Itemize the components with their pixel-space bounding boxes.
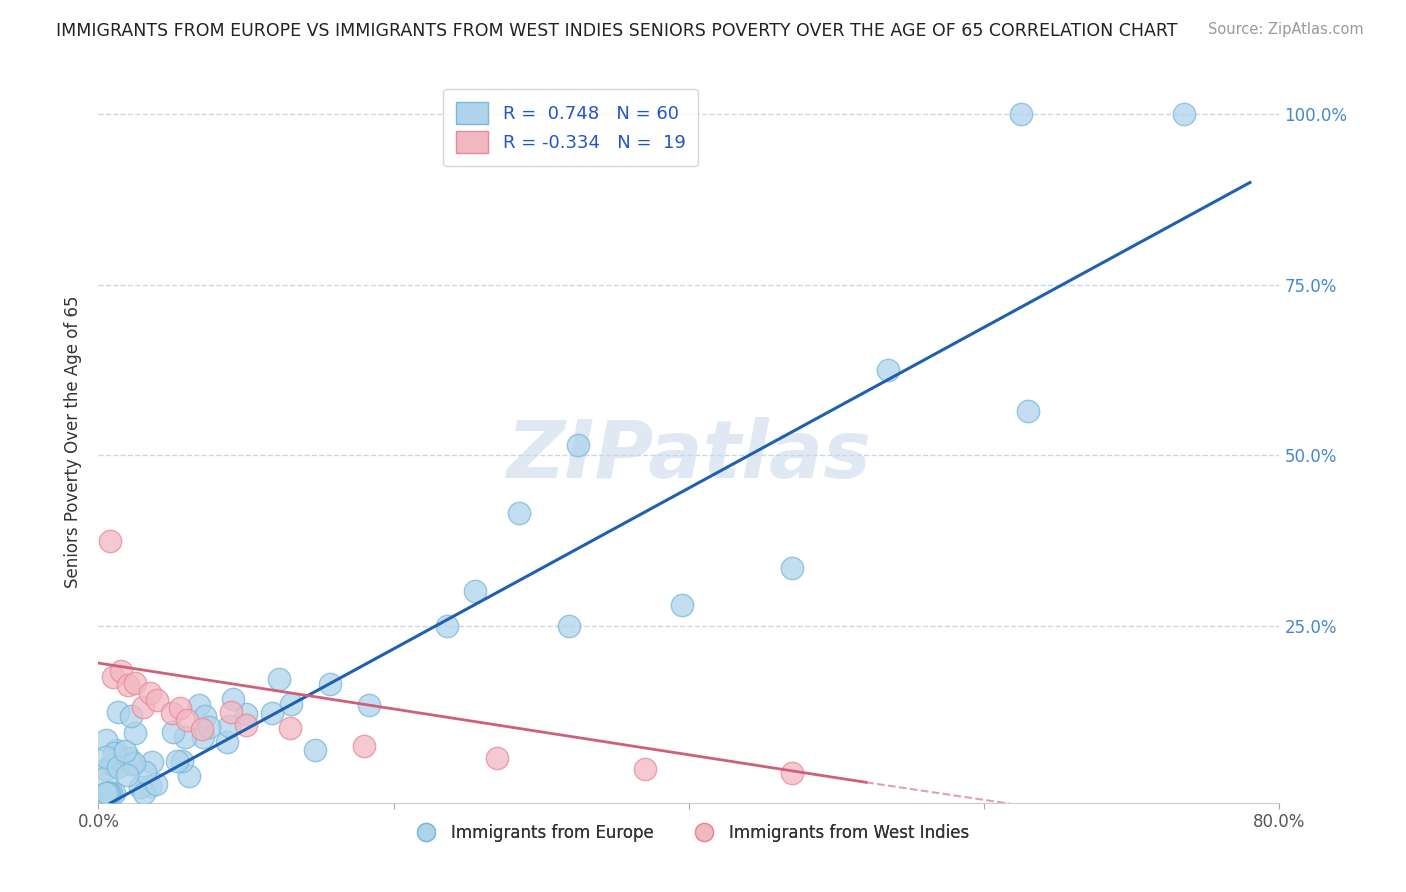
Point [124, 676, 146, 690]
Point [198, 720, 221, 734]
Point [177, 769, 200, 783]
Point [122, 756, 145, 770]
Point [132, 786, 155, 800]
Point [146, 693, 169, 707]
Point [139, 780, 162, 794]
Point [567, 438, 589, 452]
Point [222, 692, 245, 706]
Point [280, 721, 302, 735]
Point [280, 698, 302, 712]
Point [101, 756, 124, 771]
Point [634, 762, 657, 776]
Point [94, 786, 117, 800]
Point [1173, 107, 1195, 121]
Point [115, 768, 138, 782]
Point [353, 739, 375, 753]
Point [120, 709, 142, 723]
Point [110, 664, 132, 678]
Point [98, 786, 121, 800]
Text: IMMIGRANTS FROM EUROPE VS IMMIGRANTS FROM WEST INDIES SENIORS POVERTY OVER THE A: IMMIGRANTS FROM EUROPE VS IMMIGRANTS FRO… [56, 22, 1178, 40]
Point [94, 786, 117, 800]
Point [118, 751, 141, 765]
Point [436, 618, 458, 632]
Point [94, 770, 117, 784]
Point [877, 363, 900, 377]
Point [94, 786, 117, 800]
Point [166, 754, 188, 768]
Point [169, 701, 191, 715]
Point [359, 698, 381, 713]
Point [94, 733, 117, 747]
Point [319, 676, 342, 690]
Point [508, 506, 530, 520]
Point [221, 705, 243, 719]
Point [103, 786, 125, 800]
Point [464, 584, 486, 599]
Point [100, 786, 122, 800]
Point [193, 730, 215, 744]
Point [215, 734, 238, 748]
Point [671, 598, 693, 612]
Point [557, 618, 579, 632]
Point [260, 706, 283, 720]
Point [782, 560, 804, 574]
Point [94, 762, 117, 776]
Point [235, 706, 257, 721]
Point [117, 678, 139, 692]
Point [218, 719, 240, 733]
Point [141, 756, 163, 770]
Point [170, 754, 193, 768]
Point [1018, 404, 1040, 418]
Point [134, 765, 156, 780]
Point [139, 685, 162, 699]
Point [162, 725, 184, 739]
Point [194, 708, 217, 723]
Point [191, 722, 214, 736]
Text: ZIPatlas: ZIPatlas [506, 417, 872, 495]
Point [782, 765, 804, 780]
Point [120, 756, 142, 771]
Point [103, 746, 125, 760]
Point [107, 705, 129, 719]
Text: Source: ZipAtlas.com: Source: ZipAtlas.com [1208, 22, 1364, 37]
Point [97, 786, 120, 800]
Point [267, 673, 290, 687]
Point [173, 730, 195, 744]
Y-axis label: Seniors Poverty Over the Age of 65: Seniors Poverty Over the Age of 65 [65, 295, 83, 588]
Point [486, 751, 509, 765]
Point [124, 726, 146, 740]
Point [107, 760, 129, 774]
Point [188, 698, 211, 712]
Point [235, 718, 257, 732]
Point [304, 742, 326, 756]
Point [98, 533, 121, 548]
Point [162, 706, 183, 721]
Legend: Immigrants from Europe, Immigrants from West Indies: Immigrants from Europe, Immigrants from … [402, 817, 976, 848]
Point [176, 713, 198, 727]
Point [1010, 107, 1032, 121]
Point [132, 699, 155, 714]
Point [104, 743, 127, 757]
Point [94, 750, 117, 764]
Point [114, 744, 136, 758]
Point [145, 777, 167, 791]
Point [103, 670, 125, 684]
Point [97, 786, 120, 800]
Point [129, 780, 152, 794]
